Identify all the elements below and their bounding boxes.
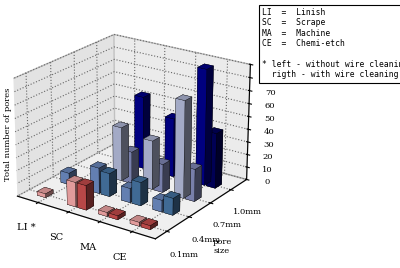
- Text: Total number of pores: Total number of pores: [4, 87, 12, 181]
- Text: LI  =  Linish
SC  =  Scrape
MA  =  Machine
CE  =  Chemi-etch

* left - without w: LI = Linish SC = Scrape MA = Machine CE …: [262, 8, 400, 79]
- Text: pore
size: pore size: [213, 238, 232, 255]
